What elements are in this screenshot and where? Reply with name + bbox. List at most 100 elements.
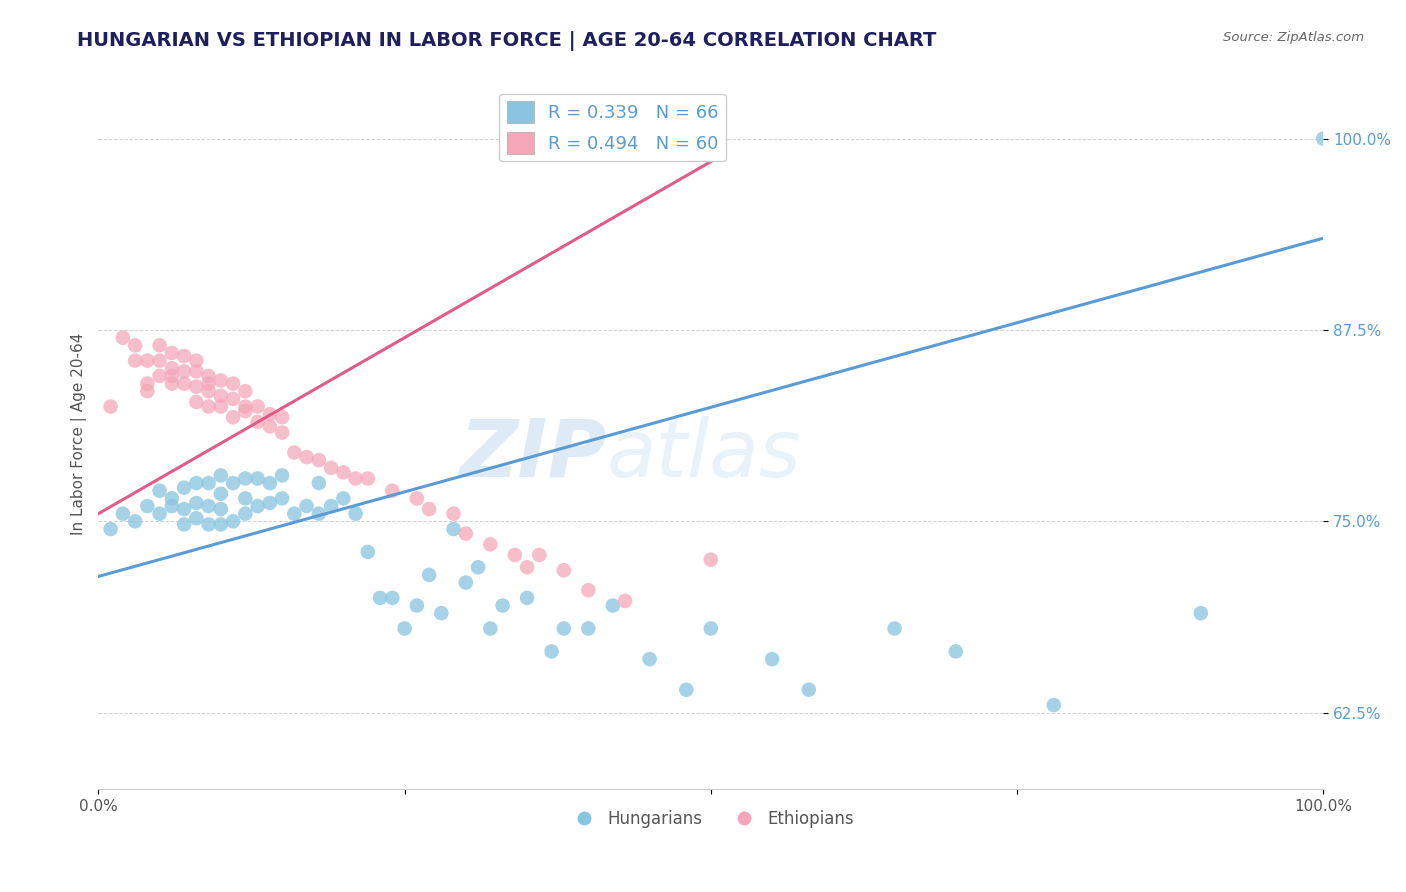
Point	[271, 491, 294, 506]
Point	[883, 622, 905, 636]
Point	[319, 460, 342, 475]
Point	[602, 599, 624, 613]
Point	[467, 560, 489, 574]
Point	[222, 410, 245, 425]
Point	[761, 652, 783, 666]
Point	[357, 545, 380, 559]
Point	[149, 338, 172, 352]
Point	[197, 499, 219, 513]
Point	[209, 400, 232, 414]
Point	[357, 471, 380, 485]
Point	[295, 450, 318, 464]
Point	[308, 507, 330, 521]
Point	[368, 591, 391, 605]
Point	[1312, 131, 1334, 145]
Point	[209, 517, 232, 532]
Point	[173, 376, 195, 391]
Point	[332, 466, 354, 480]
Point	[700, 622, 723, 636]
Point	[638, 652, 661, 666]
Point	[233, 384, 256, 399]
Point	[405, 491, 427, 506]
Point	[233, 491, 256, 506]
Point	[149, 483, 172, 498]
Point	[319, 499, 342, 513]
Point	[332, 491, 354, 506]
Point	[259, 419, 281, 434]
Text: HUNGARIAN VS ETHIOPIAN IN LABOR FORCE | AGE 20-64 CORRELATION CHART: HUNGARIAN VS ETHIOPIAN IN LABOR FORCE | …	[77, 31, 936, 51]
Point	[186, 379, 208, 393]
Point	[136, 376, 159, 391]
Point	[209, 468, 232, 483]
Point	[576, 622, 599, 636]
Point	[576, 583, 599, 598]
Point	[136, 499, 159, 513]
Point	[160, 376, 183, 391]
Point	[308, 476, 330, 491]
Point	[173, 481, 195, 495]
Legend: Hungarians, Ethiopians: Hungarians, Ethiopians	[561, 803, 860, 834]
Point	[186, 511, 208, 525]
Point	[186, 353, 208, 368]
Point	[454, 575, 477, 590]
Point	[197, 376, 219, 391]
Point	[173, 517, 195, 532]
Point	[443, 522, 465, 536]
Point	[381, 591, 404, 605]
Point	[614, 594, 637, 608]
Point	[124, 353, 146, 368]
Point	[197, 368, 219, 383]
Point	[233, 400, 256, 414]
Point	[233, 471, 256, 485]
Point	[1042, 698, 1064, 712]
Point	[700, 552, 723, 566]
Point	[271, 410, 294, 425]
Point	[197, 384, 219, 399]
Point	[1189, 606, 1212, 620]
Point	[160, 499, 183, 513]
Point	[797, 682, 820, 697]
Point	[945, 644, 967, 658]
Point	[197, 517, 219, 532]
Point	[149, 368, 172, 383]
Point	[173, 364, 195, 378]
Point	[233, 404, 256, 418]
Point	[197, 400, 219, 414]
Point	[430, 606, 453, 620]
Point	[136, 353, 159, 368]
Point	[111, 507, 134, 521]
Point	[246, 471, 269, 485]
Point	[209, 487, 232, 501]
Point	[173, 502, 195, 516]
Point	[271, 468, 294, 483]
Point	[186, 496, 208, 510]
Point	[259, 476, 281, 491]
Point	[209, 389, 232, 403]
Point	[295, 499, 318, 513]
Point	[246, 499, 269, 513]
Point	[271, 425, 294, 440]
Point	[405, 599, 427, 613]
Point	[222, 392, 245, 406]
Point	[454, 526, 477, 541]
Point	[529, 548, 551, 562]
Point	[503, 548, 526, 562]
Point	[160, 346, 183, 360]
Point	[259, 496, 281, 510]
Point	[186, 476, 208, 491]
Point	[491, 599, 513, 613]
Point	[111, 331, 134, 345]
Point	[344, 507, 367, 521]
Point	[516, 560, 538, 574]
Point	[149, 507, 172, 521]
Point	[516, 591, 538, 605]
Point	[136, 384, 159, 399]
Point	[246, 415, 269, 429]
Point	[308, 453, 330, 467]
Point	[479, 622, 502, 636]
Point	[283, 445, 305, 459]
Point	[259, 407, 281, 421]
Point	[540, 644, 562, 658]
Point	[124, 514, 146, 528]
Point	[222, 514, 245, 528]
